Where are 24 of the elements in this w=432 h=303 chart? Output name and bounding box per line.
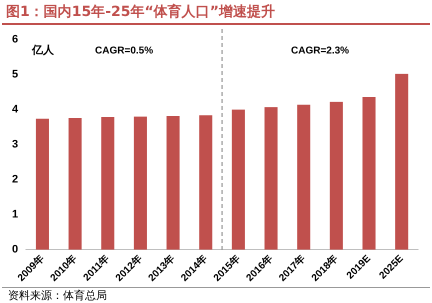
y-tick-label: 4 [12, 104, 19, 116]
bar [36, 118, 49, 250]
bar [395, 74, 408, 250]
bar [264, 107, 278, 250]
bar [297, 104, 310, 250]
bar [362, 97, 376, 250]
y-tick-label: 0 [12, 244, 18, 256]
annotation: CAGR=2.3% [290, 46, 350, 57]
bar [330, 102, 343, 250]
y-tick-label: 1 [12, 208, 18, 221]
y-axis-title: 亿人 [31, 44, 56, 57]
y-tick-label: 2 [12, 174, 18, 186]
y-tick-label: 6 [12, 34, 18, 46]
text: 资料来源：体育总局 [2, 287, 430, 303]
bar [68, 118, 82, 250]
bar [134, 116, 147, 250]
annotation: CAGR=0.5% [95, 46, 154, 57]
bar [101, 116, 114, 250]
y-tick-label: 5 [12, 68, 18, 81]
y-tick-label: 3 [12, 138, 18, 151]
bar [166, 116, 180, 250]
bar [199, 115, 212, 250]
bar [232, 110, 245, 250]
chart-title: 图1：国内15年-25年“体育人口”增速提升 [2, 0, 430, 25]
